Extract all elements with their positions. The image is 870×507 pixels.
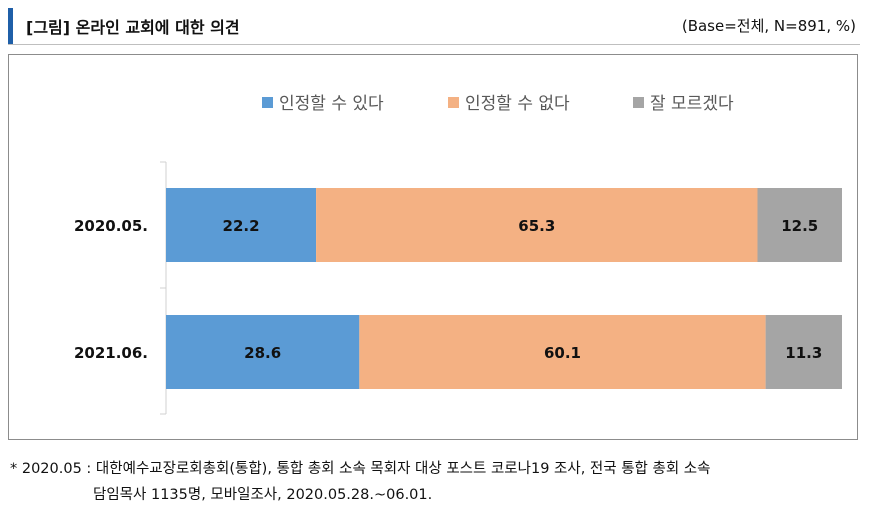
legend-label: 인정할 수 없다 <box>465 94 570 114</box>
bar-segment <box>757 188 842 262</box>
data-label: 65.3 <box>518 217 555 235</box>
data-label: 22.2 <box>223 217 260 235</box>
data-label: 11.3 <box>785 344 822 362</box>
chart-frame <box>8 54 858 440</box>
title-accent-bar <box>8 8 13 44</box>
bar-segment <box>316 188 758 262</box>
header-divider <box>8 44 860 45</box>
base-note: (Base=전체, N=891, %) <box>681 17 856 35</box>
data-label: 60.1 <box>544 344 581 362</box>
legend-label: 인정할 수 있다 <box>279 94 384 114</box>
legend-label: 잘 모르겠다 <box>650 94 734 114</box>
data-label: 12.5 <box>781 217 818 235</box>
category-label: 2020.05. <box>74 217 148 235</box>
legend-swatch <box>262 97 273 108</box>
legend-swatch <box>448 97 459 108</box>
bar-segment <box>359 315 766 389</box>
footnote-line-1: * 2020.05 : 대한예수교장로회총회(통합), 통합 총회 소속 목회자… <box>10 461 711 477</box>
data-label: 28.6 <box>244 344 281 362</box>
stacked-bar-chart: 인정할 수 있다 인정할 수 없다 잘 모르겠다 2020.05. 22.2 65.3 12… <box>74 94 842 415</box>
category-label: 2021.06. <box>74 344 148 362</box>
bar-segment <box>166 188 317 262</box>
bar-segment <box>765 315 842 389</box>
footnote-line-2: 담임목사 1135명, 모바일조사, 2020.05.28.~06.01. <box>93 487 433 503</box>
bar-segment <box>166 315 360 389</box>
figure-title: [그림] 온라인 교회에 대한 의견 <box>26 18 240 37</box>
legend-swatch <box>633 97 644 108</box>
